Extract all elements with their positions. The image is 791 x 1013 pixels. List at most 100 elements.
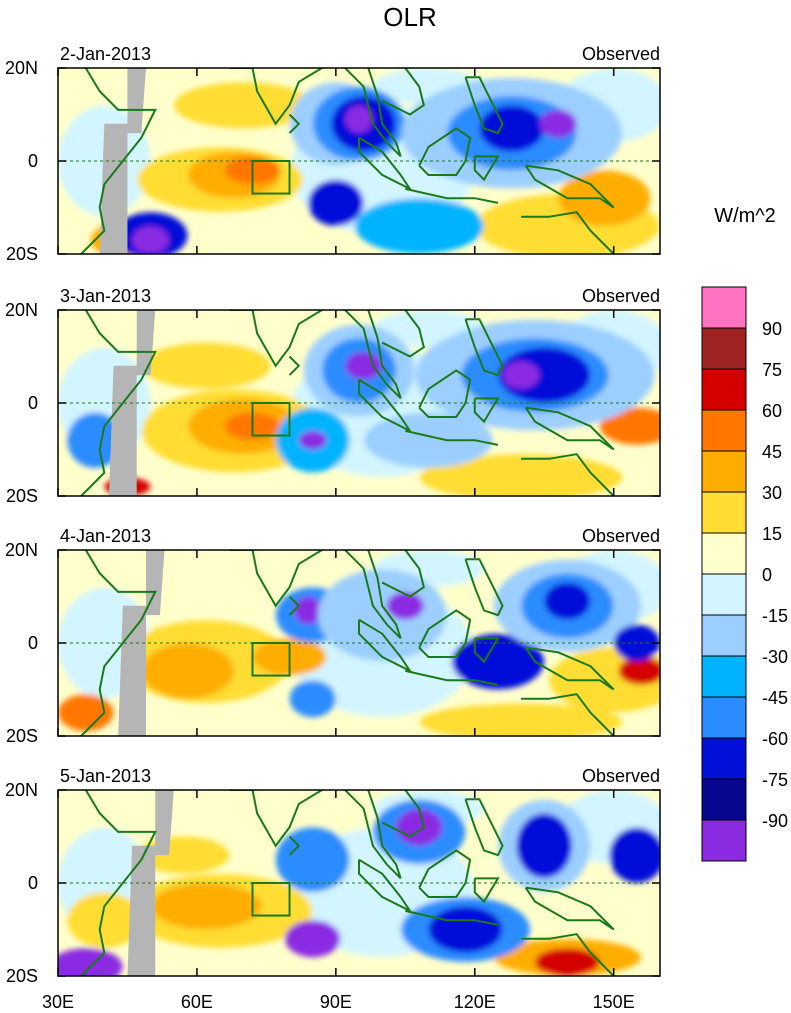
x-tick-label: 30E <box>42 992 74 1012</box>
colorbar-label: -75 <box>762 770 788 790</box>
colorbar-label: -90 <box>762 811 788 831</box>
olr-anomaly-patch <box>609 827 660 883</box>
coastline <box>229 790 323 848</box>
y-tick-label: 20S <box>6 244 38 264</box>
panel-date-label: 2-Jan-2013 <box>60 44 151 64</box>
panel-date-label: 3-Jan-2013 <box>60 286 151 306</box>
x-tick-label: 120E <box>454 992 496 1012</box>
olr-anomaly-patch <box>345 352 383 380</box>
coastline <box>288 113 301 134</box>
olr-anomaly-patch <box>58 694 114 732</box>
y-tick-label: 0 <box>28 633 38 653</box>
olr-anomaly-patch <box>141 342 271 389</box>
coastline <box>521 693 615 736</box>
colorbar-swatch <box>701 409 747 452</box>
olr-anomaly-patch <box>317 569 447 662</box>
coastline <box>381 790 425 838</box>
olr-anomaly-patch <box>419 703 623 736</box>
olr-anomaly-patch <box>479 105 545 152</box>
olr-anomaly-patch <box>428 906 503 953</box>
coastline <box>473 637 500 664</box>
coastline <box>524 886 615 931</box>
olr-anomaly-patch <box>618 657 660 685</box>
coastline <box>464 318 504 377</box>
y-tick-label: 20S <box>6 726 38 746</box>
panel-date-label: 5-Jan-2013 <box>60 766 151 786</box>
panel-source-label: Observed <box>582 526 660 546</box>
coastline <box>473 155 500 182</box>
coastline <box>80 310 157 496</box>
olr-anomaly-patch <box>132 226 170 254</box>
coastline <box>524 406 615 451</box>
olr-anomaly-patch <box>539 110 577 138</box>
colorbar-label: 45 <box>762 442 782 462</box>
coastline <box>521 211 615 254</box>
colorbar-swatch <box>701 819 747 862</box>
coastline <box>381 310 425 358</box>
coastline <box>418 369 472 418</box>
olr-anomaly-patch <box>354 198 484 254</box>
coastline <box>358 858 413 914</box>
panel-source-label: Observed <box>582 44 660 64</box>
olr-anomaly-patch <box>294 596 322 625</box>
colorbar-swatch <box>701 368 747 411</box>
x-tick-label: 150E <box>593 992 635 1012</box>
olr-anomaly-patch <box>298 431 327 450</box>
olr-anomaly-patch <box>544 582 591 620</box>
coastline <box>358 378 413 434</box>
y-tick-label: 20S <box>6 486 38 506</box>
colorbar-label: 75 <box>762 360 782 380</box>
x-tick-label: 60E <box>181 992 213 1012</box>
coastline <box>405 429 499 446</box>
region-box <box>251 402 291 437</box>
colorbar-swatch <box>701 450 747 493</box>
colorbar-swatch <box>701 573 747 616</box>
olr-anomaly-patch <box>419 454 623 496</box>
olr-field <box>58 310 660 496</box>
x-axis: 30E 60E 90E 120E 150E <box>42 992 635 1012</box>
coastline <box>229 310 323 368</box>
map-panels: 20N 0 20S 2-Jan-2013 Observed 20N 0 20S 3-Jan-20… <box>5 44 661 986</box>
colorbar: 90 75 60 45 30 15 0 -15 -30 -45 -60 -75 -90 <box>701 286 788 862</box>
colorbar-swatch <box>701 778 747 821</box>
olr-anomaly-patch <box>285 920 341 958</box>
coastline <box>344 790 402 880</box>
coastline <box>381 68 425 116</box>
y-tick-label: 0 <box>28 393 38 413</box>
coastline <box>80 790 157 976</box>
coastline <box>521 453 615 496</box>
colorbar-swatch <box>701 737 747 780</box>
coastline <box>521 933 615 976</box>
coastline <box>288 595 301 616</box>
colorbar-label: -30 <box>762 647 788 667</box>
colorbar-label: -60 <box>762 729 788 749</box>
coastline <box>288 355 301 376</box>
coastline <box>418 849 472 898</box>
colorbar-label: 15 <box>762 524 782 544</box>
olr-anomaly-patch <box>498 347 591 403</box>
y-tick-label: 0 <box>28 873 38 893</box>
olr-anomaly-patch <box>516 813 572 878</box>
colorbar-swatch <box>701 696 747 739</box>
colorbar-label: 30 <box>762 483 782 503</box>
olr-anomaly-patch <box>150 883 262 930</box>
colorbar-swatch <box>701 286 747 329</box>
olr-anomaly-patch <box>141 643 234 699</box>
coastline <box>358 618 413 674</box>
region-box <box>251 160 291 195</box>
panel-source-label: Observed <box>582 286 660 306</box>
olr-anomaly-patch <box>275 827 350 892</box>
colorbar-swatch <box>701 491 747 534</box>
olr-anomaly-patch <box>600 407 660 445</box>
coastline <box>381 550 425 598</box>
olr-anomaly-patch <box>67 892 142 948</box>
olr-anomaly-patch <box>67 412 123 468</box>
coastline <box>473 877 500 904</box>
coastline <box>464 76 504 135</box>
olr-anomaly-patch <box>174 82 313 129</box>
olr-field <box>58 68 660 254</box>
region-box <box>251 882 291 917</box>
coastline <box>80 550 157 736</box>
panel-1: 20N 0 20S 2-Jan-2013 Observed <box>5 44 661 264</box>
